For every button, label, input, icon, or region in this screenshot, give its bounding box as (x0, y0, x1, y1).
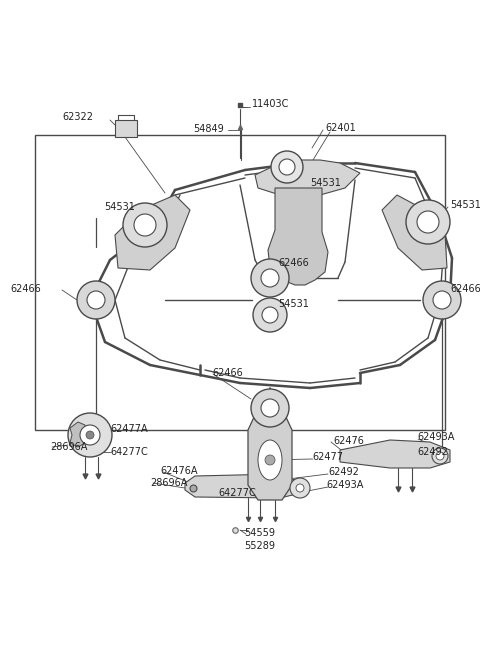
Text: 62466: 62466 (278, 258, 309, 268)
Text: 62401: 62401 (325, 123, 356, 133)
Circle shape (433, 291, 451, 309)
Polygon shape (382, 195, 447, 270)
Polygon shape (248, 415, 292, 500)
Circle shape (406, 200, 450, 244)
Text: 28696A: 28696A (150, 478, 187, 488)
Polygon shape (255, 160, 360, 197)
Circle shape (417, 211, 439, 233)
Text: 64277C: 64277C (110, 447, 148, 457)
Text: 54849: 54849 (193, 124, 224, 134)
Circle shape (251, 259, 289, 297)
Circle shape (86, 431, 94, 439)
Text: 62322: 62322 (62, 112, 93, 122)
Bar (35, 135, 445, 430)
Polygon shape (340, 440, 450, 468)
Polygon shape (115, 195, 190, 270)
Text: 28696A: 28696A (50, 442, 87, 452)
Text: 62493A: 62493A (326, 480, 363, 490)
Text: 54531: 54531 (278, 299, 309, 309)
Circle shape (265, 455, 275, 465)
Circle shape (432, 448, 448, 464)
Text: 54531: 54531 (450, 200, 480, 210)
Text: 62493A: 62493A (417, 432, 455, 442)
Circle shape (290, 478, 310, 498)
Text: 62476: 62476 (333, 436, 364, 446)
Text: 62477A: 62477A (110, 424, 148, 434)
Text: 62492: 62492 (328, 467, 359, 477)
Text: 62466: 62466 (10, 284, 41, 294)
Polygon shape (70, 422, 85, 447)
Polygon shape (185, 474, 305, 498)
Circle shape (271, 151, 303, 183)
Text: 62466: 62466 (212, 368, 243, 378)
Circle shape (80, 425, 100, 445)
Text: 62477: 62477 (312, 452, 343, 462)
Text: 54531: 54531 (104, 202, 135, 212)
Text: 62466: 62466 (450, 284, 480, 294)
Text: 64277C: 64277C (218, 488, 256, 498)
Circle shape (436, 452, 444, 460)
Circle shape (262, 307, 278, 323)
Circle shape (423, 281, 461, 319)
Polygon shape (268, 188, 328, 285)
Circle shape (261, 269, 279, 287)
Circle shape (123, 203, 167, 247)
Text: 54531: 54531 (310, 178, 341, 188)
Text: 54559: 54559 (244, 528, 275, 538)
Text: 55289: 55289 (244, 541, 275, 551)
Circle shape (68, 413, 112, 457)
Text: 62476A: 62476A (160, 466, 197, 476)
Circle shape (251, 389, 289, 427)
Text: 62492: 62492 (417, 447, 448, 457)
Ellipse shape (258, 440, 282, 480)
Text: 11403C: 11403C (252, 99, 289, 109)
Circle shape (253, 298, 287, 332)
FancyBboxPatch shape (115, 120, 137, 137)
Circle shape (134, 214, 156, 236)
Circle shape (296, 484, 304, 492)
Circle shape (87, 291, 105, 309)
Circle shape (261, 399, 279, 417)
Circle shape (77, 281, 115, 319)
Circle shape (279, 159, 295, 175)
